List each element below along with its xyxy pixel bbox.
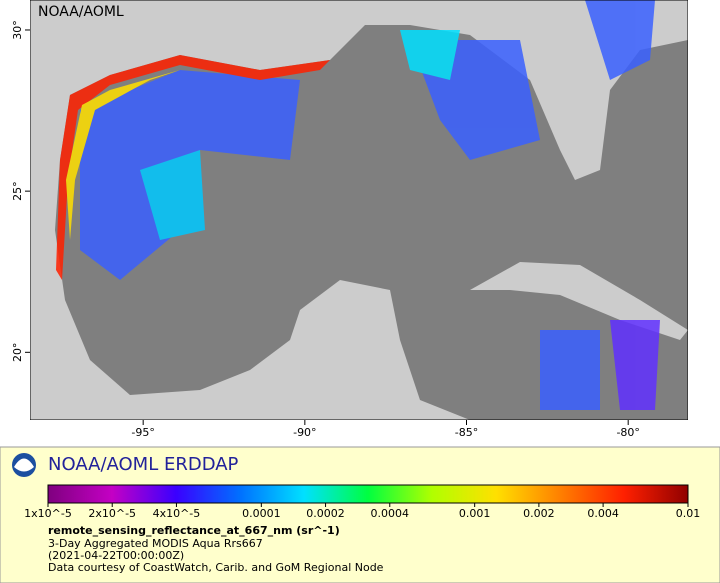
- map-label: NOAA/AOML: [38, 4, 124, 20]
- colorbar-tick-label: 1x10^-5: [24, 507, 72, 520]
- noaa-logo: [12, 453, 36, 477]
- x-tick-label: -85°: [455, 426, 478, 439]
- legend-title: NOAA/AOML ERDDAP: [48, 454, 239, 475]
- colorbar-tick-label: 4x10^-5: [153, 507, 201, 520]
- legend-panel: [0, 446, 720, 583]
- imagery-patch: [400, 30, 460, 80]
- logo-bird: [14, 458, 34, 472]
- imagery-patch: [585, 0, 655, 80]
- info-line: (2021-04-22T00:00:00Z): [48, 549, 184, 562]
- colorbar: 1x10^-5 2x10^-5 4x10^-5 0.0001 0.0002 0.0004 0…: [24, 484, 701, 520]
- x-tick-label: -90°: [293, 426, 316, 439]
- colorbar-tick-label: 0.0004: [371, 507, 410, 520]
- colorbar-tick-label: 2x10^-5: [88, 507, 136, 520]
- y-tick-label: 20°: [11, 343, 24, 363]
- colorbar-tick-label: 0.0001: [242, 507, 281, 520]
- colorbar-rect: [47, 484, 689, 504]
- satellite-imagery: [56, 0, 660, 410]
- colorbar-tick-label: 0.001: [459, 507, 491, 520]
- colorbar-tick-label: 0.0002: [306, 507, 345, 520]
- info-line: 3-Day Aggregated MODIS Aqua Rrs667: [48, 537, 263, 550]
- y-tick-label: 25°: [11, 181, 24, 201]
- imagery-patch: [610, 320, 660, 410]
- colorbar-tick-label: 0.01: [676, 507, 701, 520]
- colorbar-tick-label: 0.004: [587, 507, 619, 520]
- axis-ticks: -95° -90° -85° -80° 20° 25° 30°: [11, 20, 640, 439]
- map-area: [30, 0, 688, 420]
- x-tick-label: -80°: [616, 426, 639, 439]
- y-tick-label: 30°: [11, 20, 24, 39]
- variable-name: remote_sensing_reflectance_at_667_nm (sr…: [48, 524, 340, 537]
- info-line: Data courtesy of CoastWatch, Carib. and …: [48, 561, 384, 574]
- imagery-patch: [540, 330, 600, 410]
- colorbar-tick-label: 0.002: [523, 507, 555, 520]
- imagery-patch: [140, 150, 205, 240]
- x-tick-label: -95°: [131, 426, 154, 439]
